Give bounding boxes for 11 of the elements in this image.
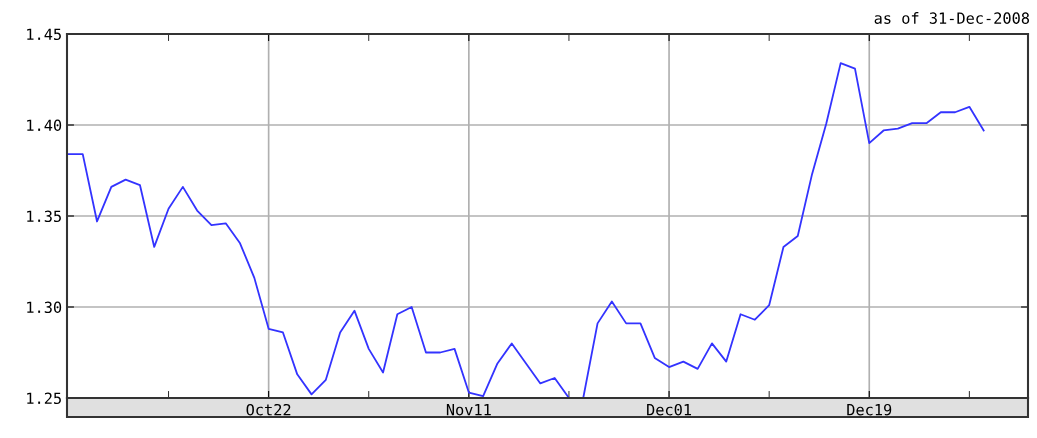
y-tick-label: 1.30 [27, 301, 62, 314]
x-tick-label: Dec19 [847, 403, 892, 416]
text: as of 31-Dec-2008 [874, 12, 1030, 24]
y-tick-label: 1.25 [27, 392, 61, 405]
line-series [67, 62, 985, 398]
x-tick-label: Nov11 [446, 404, 491, 416]
y-tick-label: 1.40 [27, 119, 62, 132]
x-tick-label: Dec01 [647, 403, 692, 416]
y-tick-label: 1.35 [27, 210, 61, 223]
y-tick-label: 1.45 [27, 28, 61, 41]
x-tick-label: Oct22 [246, 403, 291, 416]
